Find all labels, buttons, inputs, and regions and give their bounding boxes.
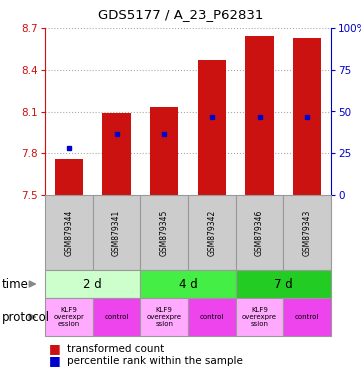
FancyBboxPatch shape (188, 195, 236, 270)
FancyBboxPatch shape (140, 195, 188, 270)
Text: protocol: protocol (2, 311, 50, 323)
FancyBboxPatch shape (236, 270, 331, 298)
Text: ■: ■ (49, 354, 60, 367)
FancyBboxPatch shape (283, 195, 331, 270)
Text: transformed count: transformed count (67, 344, 164, 354)
Bar (293, 38, 321, 195)
Bar (55, 159, 83, 195)
FancyBboxPatch shape (236, 298, 283, 336)
FancyBboxPatch shape (45, 270, 140, 298)
FancyBboxPatch shape (93, 195, 140, 270)
Text: GSM879343: GSM879343 (303, 209, 312, 256)
Text: time: time (2, 278, 29, 291)
Text: GSM879346: GSM879346 (255, 209, 264, 256)
FancyBboxPatch shape (188, 298, 236, 336)
Text: GSM879345: GSM879345 (160, 209, 169, 256)
Bar (245, 36, 274, 195)
Text: KLF9
overexpre
ssion: KLF9 overexpre ssion (242, 307, 277, 327)
FancyBboxPatch shape (236, 195, 283, 270)
Bar (197, 60, 226, 195)
Text: GSM879342: GSM879342 (207, 209, 216, 256)
FancyBboxPatch shape (140, 270, 236, 298)
Text: GSM879341: GSM879341 (112, 209, 121, 256)
Text: control: control (200, 314, 224, 320)
FancyBboxPatch shape (45, 298, 93, 336)
Text: control: control (295, 314, 319, 320)
Text: ■: ■ (49, 343, 60, 356)
FancyBboxPatch shape (140, 298, 188, 336)
FancyBboxPatch shape (283, 298, 331, 336)
Bar (150, 107, 178, 195)
Text: control: control (104, 314, 129, 320)
FancyBboxPatch shape (93, 298, 140, 336)
Text: 4 d: 4 d (179, 278, 197, 291)
FancyBboxPatch shape (45, 195, 93, 270)
Text: KLF9
overexpr
ession: KLF9 overexpr ession (53, 307, 84, 327)
Text: KLF9
overexpre
ssion: KLF9 overexpre ssion (147, 307, 182, 327)
Bar (102, 113, 131, 195)
Text: 7 d: 7 d (274, 278, 293, 291)
Text: GSM879344: GSM879344 (64, 209, 73, 256)
Text: 2 d: 2 d (83, 278, 102, 291)
Text: percentile rank within the sample: percentile rank within the sample (67, 356, 243, 366)
Text: GDS5177 / A_23_P62831: GDS5177 / A_23_P62831 (98, 8, 263, 21)
